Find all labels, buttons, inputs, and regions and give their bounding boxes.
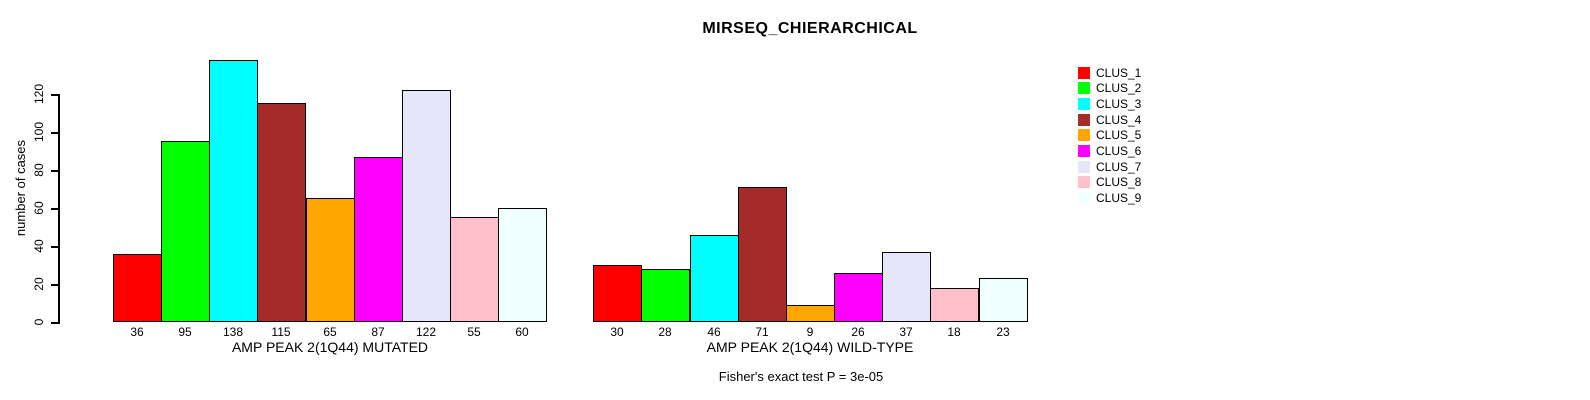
legend-label-clus_3: CLUS_3 — [1096, 97, 1142, 111]
bar-clus_5 — [786, 305, 835, 322]
chart-title: MIRSEQ_CHIERARCHICAL — [702, 20, 918, 37]
y-axis-tick-label: 60 — [32, 201, 46, 215]
y-axis-tick-label: 120 — [32, 83, 46, 105]
y-axis-tick — [51, 246, 58, 248]
bar-clus_6 — [834, 273, 883, 322]
legend-swatch-clus_7 — [1078, 161, 1090, 173]
y-axis-tick — [51, 170, 58, 172]
legend-swatch-clus_6 — [1078, 145, 1090, 157]
y-axis-tick — [51, 322, 58, 324]
legend-swatch-clus_3 — [1078, 98, 1090, 110]
bar-clus_1 — [593, 265, 642, 322]
bar-value-label: 55 — [467, 325, 481, 339]
bar-value-label: 30 — [610, 325, 624, 339]
bar-value-label: 95 — [178, 325, 192, 339]
legend-label-clus_1: CLUS_1 — [1096, 66, 1142, 80]
bar-value-label: 26 — [851, 325, 865, 339]
bar-value-label: 23 — [996, 325, 1010, 339]
legend-swatch-clus_4 — [1078, 114, 1090, 126]
y-axis-tick — [51, 284, 58, 286]
y-axis-tick-label: 40 — [32, 239, 46, 253]
legend-swatch-clus_8 — [1078, 176, 1090, 188]
y-axis-tick-label: 0 — [32, 318, 46, 326]
bar-value-label: 122 — [415, 325, 437, 339]
legend-swatch-clus_2 — [1078, 82, 1090, 94]
bar-clus_7 — [402, 90, 451, 322]
bar-clus_9 — [498, 208, 547, 322]
bar-clus_7 — [882, 252, 931, 322]
bar-value-label: 87 — [371, 325, 385, 339]
y-axis-tick — [51, 132, 58, 134]
bar-value-label: 9 — [806, 325, 814, 339]
y-axis-tick — [51, 208, 58, 210]
bar-value-label: 115 — [271, 325, 291, 339]
legend-label-clus_5: CLUS_5 — [1096, 128, 1142, 142]
bar-value-label: 46 — [707, 325, 721, 339]
y-axis-label: number of cases — [13, 139, 28, 237]
legend-label-clus_8: CLUS_8 — [1096, 175, 1142, 189]
x-axis-label-wildtype: AMP PEAK 2(1Q44) WILD-TYPE — [706, 339, 914, 355]
y-axis-tick — [51, 94, 58, 96]
bar-value-label: 60 — [515, 325, 529, 339]
fisher-test-note: Fisher's exact test P = 3e-05 — [718, 369, 884, 384]
bar-clus_2 — [161, 141, 210, 322]
bar-value-label: 37 — [899, 325, 913, 339]
bar-clus_3 — [209, 60, 258, 322]
bar-value-label: 65 — [323, 325, 337, 339]
bar-clus_8 — [450, 217, 499, 322]
y-axis-tick-label: 100 — [32, 121, 46, 143]
y-axis-tick-label: 20 — [32, 277, 46, 291]
legend-swatch-clus_9 — [1078, 192, 1090, 204]
bar-value-label: 18 — [947, 325, 961, 339]
legend-label-clus_7: CLUS_7 — [1096, 160, 1142, 174]
bar-clus_2 — [641, 269, 690, 322]
legend-swatch-clus_5 — [1078, 129, 1090, 141]
x-axis-label-mutated: AMP PEAK 2(1Q44) MUTATED — [231, 339, 429, 355]
bar-clus_4 — [738, 187, 787, 322]
y-axis-line — [58, 94, 60, 324]
bar-clus_5 — [306, 198, 355, 322]
bar-value-label: 71 — [755, 325, 769, 339]
legend-label-clus_9: CLUS_9 — [1096, 191, 1142, 205]
legend-label-clus_4: CLUS_4 — [1096, 113, 1142, 127]
bar-clus_4 — [257, 103, 306, 322]
legend-swatch-clus_1 — [1078, 67, 1090, 79]
bar-value-label: 138 — [222, 325, 244, 339]
bar-value-label: 36 — [130, 325, 144, 339]
y-axis-tick-label: 80 — [32, 163, 46, 177]
bar-clus_3 — [690, 235, 739, 322]
legend-label-clus_6: CLUS_6 — [1096, 144, 1142, 158]
bar-clus_8 — [930, 288, 979, 322]
bar-clus_6 — [354, 157, 403, 322]
legend-label-clus_2: CLUS_2 — [1096, 81, 1142, 95]
bar-clus_9 — [979, 278, 1028, 322]
bar-clus_1 — [113, 254, 162, 322]
bar-value-label: 28 — [658, 325, 672, 339]
